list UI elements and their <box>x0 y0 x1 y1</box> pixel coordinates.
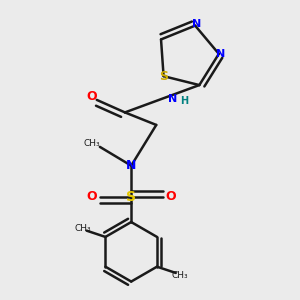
Text: O: O <box>87 90 98 103</box>
Text: CH₃: CH₃ <box>75 224 91 233</box>
Text: S: S <box>126 190 136 204</box>
Text: CH₃: CH₃ <box>84 139 100 148</box>
Text: O: O <box>165 190 176 203</box>
Text: N: N <box>216 49 225 59</box>
Text: O: O <box>87 190 98 203</box>
Text: N: N <box>192 19 201 29</box>
Text: H: H <box>180 96 188 106</box>
Text: CH₃: CH₃ <box>171 271 188 280</box>
Text: S: S <box>159 70 168 83</box>
Text: N: N <box>169 94 178 104</box>
Text: N: N <box>126 159 136 172</box>
